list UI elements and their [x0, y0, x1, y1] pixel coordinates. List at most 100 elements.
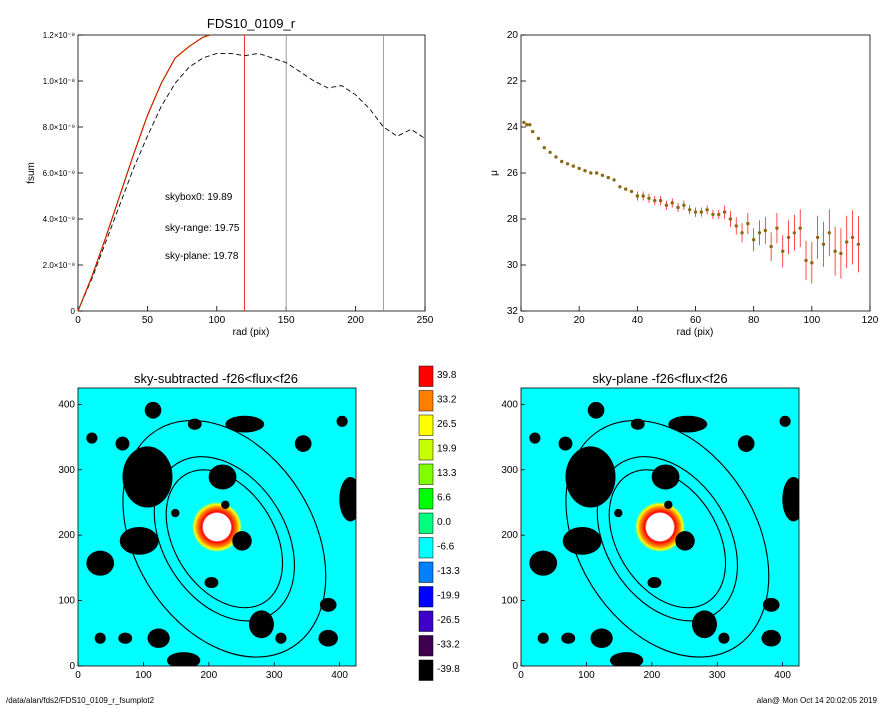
y-tick-label: 32	[507, 306, 519, 317]
mu-point	[560, 159, 564, 164]
y-tick-label: 100	[58, 596, 75, 607]
x-tick-label: 60	[690, 315, 702, 326]
mu-point	[769, 244, 773, 249]
aperture-ellipses	[565, 419, 770, 658]
y-tick-label: 400	[58, 399, 75, 410]
mu-point	[635, 194, 640, 198]
sky-plane-image: sky-plane -f26<flux<f26 0 100 200 300 400 0 1…	[501, 371, 800, 681]
sky-subtracted-image: sky-subtracted -f26<flux<f26 0 100 200 300 4…	[58, 371, 357, 681]
x-tick-label: 400	[331, 670, 348, 681]
colorbar-swatch	[418, 610, 434, 632]
fsum-skybox-curve	[77, 52, 426, 312]
mu-point	[804, 258, 808, 263]
colorbar-swatch	[418, 463, 434, 485]
mu-point	[705, 208, 709, 212]
mu-point	[641, 194, 645, 198]
colorbar-swatch	[418, 586, 434, 608]
x-tick-label: 0	[75, 315, 81, 326]
mu-point	[682, 203, 686, 207]
mu-point	[612, 178, 616, 182]
mu-point	[711, 212, 715, 217]
footer-stamp: alan@ Mon Oct 14 20:02:05 2019	[756, 696, 877, 705]
mu-plot-frame	[520, 34, 871, 312]
mu-point	[850, 235, 855, 240]
mu-point	[798, 226, 802, 230]
mu-point	[664, 203, 669, 207]
mu-point	[670, 201, 674, 205]
fsum-plot-xticks: 0 50 100 150 200 250	[75, 306, 434, 326]
mu-point	[525, 123, 529, 127]
colorbar-swatch	[418, 512, 434, 534]
mu-point	[722, 210, 727, 214]
y-tick-label: 1.0×10⁻⁸	[43, 77, 75, 86]
mu-point	[589, 171, 593, 175]
mu-plot-yticks: 20 22 24 26 28 30 32	[507, 30, 526, 317]
colorbar-swatch	[418, 537, 434, 559]
x-tick-label: 50	[142, 315, 154, 326]
mu-point	[624, 187, 628, 191]
mu-point	[746, 221, 750, 226]
mu-plot-ylabel: μ	[489, 170, 500, 176]
mu-point	[600, 173, 605, 177]
y-tick-label: 20	[507, 30, 519, 41]
annotation-sky-range: sky-range: 19.75	[165, 223, 240, 234]
mu-point	[792, 231, 797, 235]
sky-subtracted-frame	[77, 387, 357, 667]
mu-point	[594, 171, 599, 175]
fsum-plot-vlines	[244, 35, 384, 311]
colorbar-label: 39.8	[437, 370, 457, 381]
sky-subtracted-map	[78, 388, 356, 666]
x-tick-label: 250	[417, 315, 434, 326]
sky-subtracted-xticks: 0 100 200 300 400	[75, 662, 348, 681]
sky-plane-map	[521, 388, 799, 666]
mu-point	[647, 196, 651, 200]
sky-plane-yticks: 0 100 200 300 400	[501, 399, 525, 672]
mu-point	[763, 228, 767, 233]
y-tick-label: 0	[512, 661, 518, 672]
x-tick-label: 150	[278, 315, 295, 326]
fsum-skyrange-curve	[77, 34, 211, 312]
mu-plot: rad (pix) μ 0 20 40 60 80 100 120 20 22 24 26 28 30…	[489, 30, 879, 338]
mu-point	[757, 231, 762, 235]
y-tick-label: 8.0×10⁻⁹	[43, 123, 75, 132]
fsum-plot-xlabel: rad (pix)	[233, 327, 270, 338]
aperture-middle	[596, 456, 739, 622]
colorbar-label: -39.8	[437, 664, 460, 675]
mu-point	[751, 238, 756, 242]
mu-point	[530, 129, 535, 134]
sky-plane-frame	[520, 387, 800, 667]
mu-point	[536, 136, 541, 141]
mu-point	[554, 155, 558, 159]
mu-point	[565, 162, 570, 166]
x-tick-label: 100	[803, 315, 820, 326]
mu-point	[833, 249, 837, 253]
x-tick-label: 20	[574, 315, 586, 326]
y-tick-label: 24	[507, 122, 519, 133]
mu-point	[618, 185, 622, 189]
y-tick-label: 30	[507, 260, 519, 271]
mu-point	[810, 261, 814, 265]
x-tick-label: 200	[200, 670, 217, 681]
mu-point	[687, 208, 692, 212]
mu-point	[658, 198, 663, 203]
sky-subtracted-yticks: 0 100 200 300 400	[58, 399, 82, 672]
y-tick-label: 2.0×10⁻⁹	[43, 261, 75, 270]
colorbar-swatch	[418, 635, 434, 657]
x-tick-label: 0	[518, 315, 524, 326]
mu-point	[734, 224, 738, 228]
y-tick-label: 100	[501, 596, 518, 607]
y-tick-label: 22	[507, 76, 519, 87]
y-tick-label: 400	[501, 399, 518, 410]
sky-plane-title: sky-plane -f26<flux<f26	[592, 371, 727, 386]
mu-point	[629, 189, 634, 194]
y-tick-label: 300	[58, 465, 75, 476]
mu-point	[856, 242, 861, 246]
mu-point	[839, 251, 843, 256]
fsum-plot-yticks: 0 2.0×10⁻⁹ 4.0×10⁻⁹ 6.0×10⁻⁹ 8.0×10⁻⁹ 1.0×10⁻…	[43, 31, 83, 316]
mu-point	[815, 235, 820, 240]
galaxy-core	[191, 501, 243, 553]
x-tick-label: 300	[709, 670, 726, 681]
y-tick-label: 1.2×10⁻⁸	[43, 31, 75, 40]
colorbar-label: 13.3	[437, 468, 457, 479]
